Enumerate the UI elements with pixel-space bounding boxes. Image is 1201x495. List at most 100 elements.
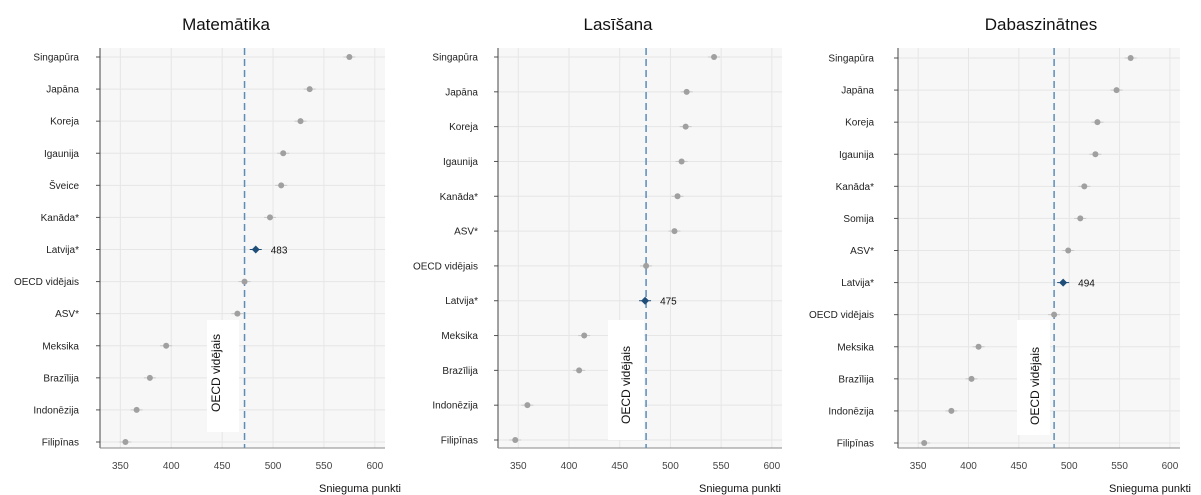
data-point xyxy=(1094,119,1101,126)
x-tick-label: 600 xyxy=(764,461,781,472)
data-point xyxy=(576,367,583,374)
category-label: Indonēzija xyxy=(33,405,79,416)
data-point xyxy=(1092,151,1099,158)
category-label: Indonēzija xyxy=(432,401,478,412)
category-label: Latvija* xyxy=(445,296,478,307)
data-point xyxy=(346,54,353,60)
x-tick-label: 350 xyxy=(910,461,927,472)
data-point xyxy=(643,262,650,269)
data-point xyxy=(163,342,170,349)
data-point xyxy=(1051,311,1058,318)
data-point xyxy=(280,150,287,157)
category-label: Indonēzija xyxy=(828,406,874,417)
highlight-point xyxy=(251,245,260,254)
category-label: Singapūra xyxy=(828,54,874,65)
category-label: Latvija* xyxy=(841,278,874,289)
category-label: Meksika xyxy=(441,331,478,342)
category-label: Igaunija xyxy=(44,149,79,160)
data-point xyxy=(921,440,928,446)
data-point xyxy=(524,402,531,409)
x-tick-label: 450 xyxy=(214,461,231,472)
data-point xyxy=(1065,247,1072,254)
category-label: Koreja xyxy=(449,122,478,133)
highlight-point xyxy=(641,296,650,305)
category-label: OECD vidējais xyxy=(809,310,874,321)
data-label: 483 xyxy=(271,246,288,257)
category-label: Igaunija xyxy=(443,157,478,168)
chart-title: Dabaszinātnes xyxy=(985,15,1097,34)
category-label: Filipīnas xyxy=(42,438,79,449)
category-label: Kanāda* xyxy=(41,213,79,224)
category-label: OECD vidējais xyxy=(14,277,79,288)
category-label: Brazīlija xyxy=(43,373,79,384)
x-tick-label: 400 xyxy=(561,461,578,472)
chart-title: Matemātika xyxy=(182,15,270,34)
data-point xyxy=(674,193,681,200)
data-point xyxy=(306,86,313,93)
data-point xyxy=(1127,55,1134,61)
category-label: Kanāda* xyxy=(440,192,478,203)
data-point xyxy=(711,54,718,60)
reference-label-box xyxy=(207,320,239,432)
reference-label-box xyxy=(608,320,644,440)
x-tick-label: 500 xyxy=(662,461,679,472)
category-label: Meksika xyxy=(42,341,79,352)
category-label: Igaunija xyxy=(839,150,874,161)
x-tick-label: 600 xyxy=(1162,461,1179,472)
x-tick-label: 500 xyxy=(265,461,282,472)
data-point xyxy=(512,437,519,443)
data-point xyxy=(1113,87,1120,94)
x-tick-label: 450 xyxy=(1011,461,1028,472)
oecd-average-label: OECD vidējais xyxy=(619,346,633,424)
x-tick-label: 350 xyxy=(510,461,527,472)
plot-area xyxy=(100,48,385,448)
data-label: 475 xyxy=(660,297,677,308)
category-label: ASV* xyxy=(55,309,79,320)
category-label: Filipīnas xyxy=(837,439,874,450)
data-point xyxy=(1077,215,1084,222)
chart-title: Lasīšana xyxy=(584,15,654,34)
x-tick-label: 500 xyxy=(1061,461,1078,472)
category-label: Kanāda* xyxy=(836,182,874,193)
data-point xyxy=(297,118,304,125)
category-label: Japāna xyxy=(46,85,79,96)
data-point xyxy=(581,332,588,339)
data-label: 494 xyxy=(1078,279,1095,290)
x-axis-title: Snieguma punkti xyxy=(1109,483,1191,495)
data-point xyxy=(266,214,273,221)
data-point xyxy=(975,343,982,350)
x-tick-label: 550 xyxy=(713,461,730,472)
x-axis-title: Snieguma punkti xyxy=(699,483,781,495)
highlight-point xyxy=(1059,278,1068,287)
data-point xyxy=(671,228,678,235)
chart-panel-3: 350 400 450 500 550 600 Singapūra Japāna Koreja I… xyxy=(809,15,1191,495)
data-point xyxy=(948,407,955,414)
data-point xyxy=(133,406,140,413)
data-point xyxy=(278,182,285,189)
category-label: Latvija* xyxy=(46,245,79,256)
x-tick-label: 450 xyxy=(611,461,628,472)
oecd-average-label: OECD vidējais xyxy=(1028,347,1042,425)
chart-panel-2: 350 400 450 500 550 600 Singapūra Japāna Koreja I… xyxy=(413,15,782,495)
category-label: Šveice xyxy=(49,179,79,192)
x-tick-label: 600 xyxy=(366,461,383,472)
category-label: ASV* xyxy=(850,246,874,257)
reference-label-box xyxy=(1017,320,1050,435)
data-point xyxy=(683,88,690,95)
x-tick-label: 550 xyxy=(1111,461,1128,472)
data-point xyxy=(1081,183,1088,190)
x-tick-label: 400 xyxy=(163,461,180,472)
category-label: Koreja xyxy=(50,117,79,128)
chart-panel-1: 350 400 450 500 550 600 Singapūra Japāna Koreja I… xyxy=(14,15,401,495)
category-label: Brazīlija xyxy=(838,374,874,385)
data-point xyxy=(146,374,153,381)
category-label: Japāna xyxy=(841,86,874,97)
category-label: OECD vidējais xyxy=(413,261,478,272)
data-point xyxy=(122,439,129,445)
category-label: Singapūra xyxy=(432,53,478,64)
category-label: Filipīnas xyxy=(441,436,478,447)
data-point xyxy=(234,310,241,317)
category-label: Meksika xyxy=(837,342,874,353)
x-tick-label: 550 xyxy=(316,461,333,472)
